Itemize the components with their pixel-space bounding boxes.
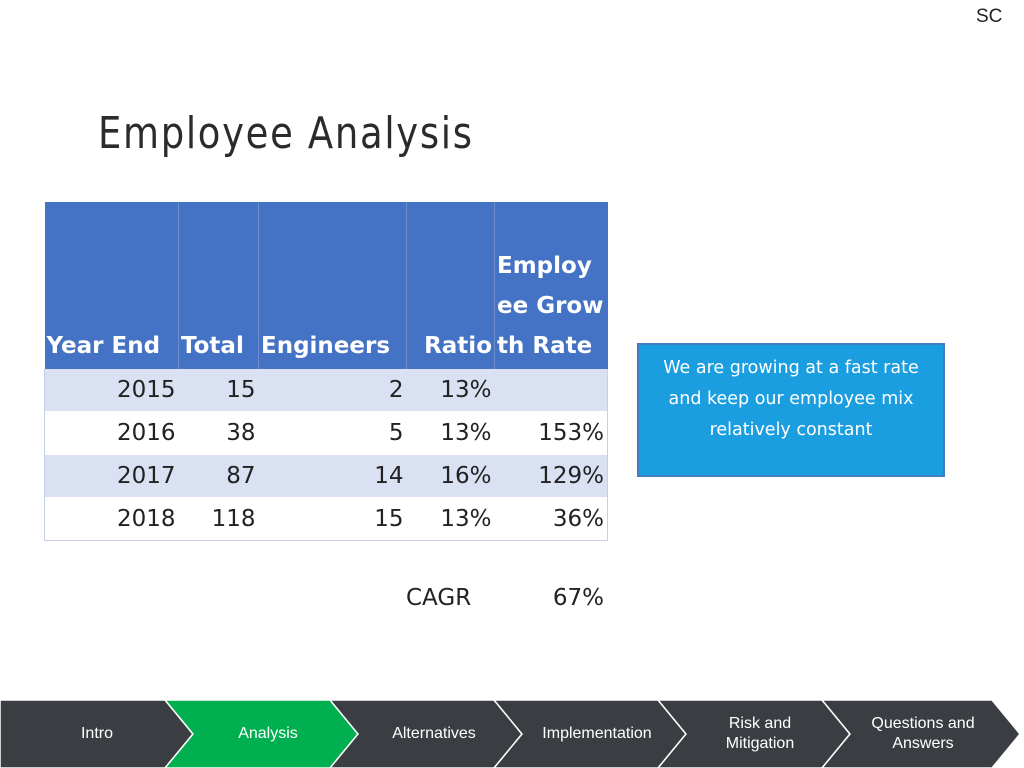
cagr-label: CAGR: [406, 585, 472, 611]
cell-engineers: 15: [258, 497, 407, 541]
nav-item-analysis[interactable]: Analysis: [182, 700, 354, 768]
cell-year: 2017: [44, 454, 179, 498]
cell-engineers: 5: [258, 411, 407, 455]
cell-total: 15: [178, 369, 259, 412]
cell-growth: 153%: [494, 411, 608, 455]
slide-title: Employee Analysis: [98, 108, 474, 159]
cell-ratio: 16%: [406, 454, 495, 498]
cell-engineers: 14: [258, 454, 407, 498]
nav-chevrons: [0, 700, 1021, 768]
cell-growth: 129%: [494, 454, 608, 498]
cell-engineers: 2: [258, 369, 407, 412]
section-nav-bar: Intro Analysis Alternatives Implementati…: [0, 700, 1024, 768]
cell-year: 2018: [44, 497, 179, 541]
cell-total: 38: [178, 411, 259, 455]
callout-box: We are growing at a fast rate and keep o…: [637, 343, 945, 477]
cell-growth: [494, 369, 608, 412]
nav-item-alternatives[interactable]: Alternatives: [348, 700, 520, 768]
table-row: 2015 15 2 13%: [44, 369, 608, 412]
nav-item-intro[interactable]: Intro: [12, 700, 182, 768]
header-year-end: Year End: [44, 202, 179, 369]
nav-item-label: Alternatives: [392, 725, 476, 742]
nav-chevron-segment: [821, 700, 1021, 768]
nav-item-label: Questions and Answers: [871, 715, 975, 752]
header-engineers: Engineers: [258, 202, 407, 369]
cagr-value: 67%: [552, 585, 604, 611]
nav-item-implementation[interactable]: Implementation: [512, 700, 682, 768]
nav-item-label: Analysis: [238, 725, 298, 742]
cell-ratio: 13%: [406, 497, 495, 541]
cell-total: 118: [178, 497, 259, 541]
cell-year: 2016: [44, 411, 179, 455]
header-total: Total: [178, 202, 259, 369]
table-header-row: Year End Total Engineers Ratio Employee …: [44, 202, 608, 369]
header-ratio: Ratio: [406, 202, 495, 369]
nav-item-label: Risk and Mitigation: [725, 715, 795, 752]
employee-table: Year End Total Engineers Ratio Employee …: [44, 202, 608, 541]
slide-corner-label: SC: [976, 6, 1003, 27]
table-row: 2017 87 14 16% 129%: [44, 454, 608, 498]
nav-item-label: Intro: [80, 725, 113, 742]
header-employee-growth-rate: Employee Growth Rate: [494, 202, 608, 369]
cell-total: 87: [178, 454, 259, 498]
callout-text: We are growing at a fast rate and keep o…: [663, 358, 919, 440]
nav-item-questions-and-answers[interactable]: Questions and Answers: [856, 700, 990, 768]
nav-item-label: Implementation: [542, 725, 652, 742]
cell-ratio: 13%: [406, 411, 495, 455]
nav-chevron-segment: [164, 700, 359, 768]
nav-chevron-segment: [329, 700, 523, 768]
cell-growth: 36%: [494, 497, 608, 541]
nav-chevron-segment: [657, 700, 851, 768]
table-row: 2016 38 5 13% 153%: [44, 411, 608, 455]
nav-chevron-segment: [493, 700, 687, 768]
nav-item-risk-and-mitigation[interactable]: Risk and Mitigation: [696, 700, 824, 768]
table-row: 2018 118 15 13% 36%: [44, 497, 608, 541]
cell-year: 2015: [44, 369, 179, 412]
cell-ratio: 13%: [406, 369, 495, 412]
